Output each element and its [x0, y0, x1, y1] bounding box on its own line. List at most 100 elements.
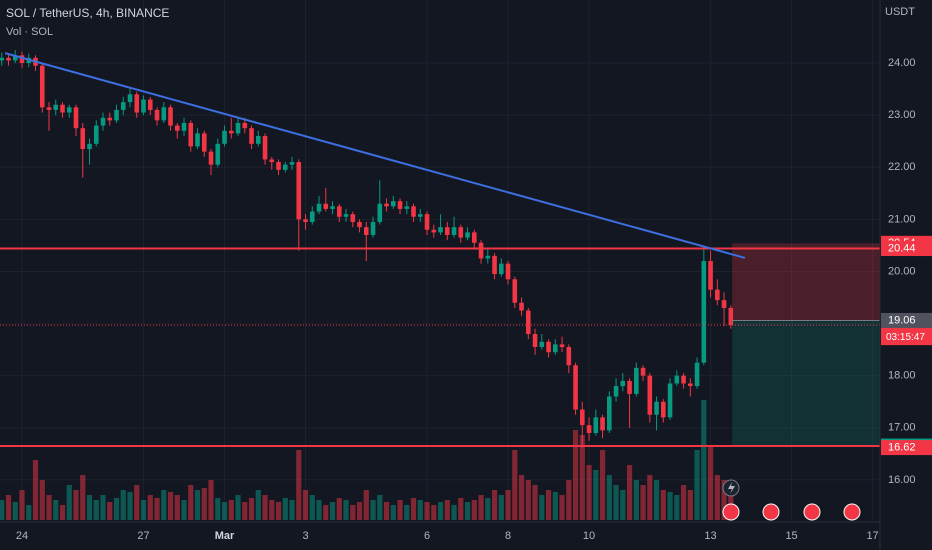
volume-bar — [491, 490, 498, 520]
volume-bar — [343, 500, 349, 520]
volume-bar — [458, 498, 464, 520]
flag-icon[interactable] — [722, 503, 740, 521]
candle-body — [525, 310, 531, 334]
volume-bar — [478, 495, 484, 520]
candle-body — [330, 206, 335, 209]
volume-bar — [512, 450, 518, 520]
candle-body — [289, 162, 295, 165]
candle-body — [451, 227, 457, 235]
volume-bar — [350, 505, 356, 520]
volume-bar — [154, 498, 160, 520]
volume-bar — [397, 500, 403, 520]
candle-body — [661, 401, 666, 418]
x-tick-label: 13 — [704, 530, 716, 542]
volume-bar — [633, 480, 639, 520]
volume-bar — [93, 500, 99, 520]
candle-body — [580, 409, 585, 426]
x-tick-label: 8 — [505, 530, 511, 542]
candle-body — [181, 122, 187, 131]
volume-bar — [701, 400, 707, 520]
volume-bar — [485, 498, 491, 520]
candle-body — [694, 362, 700, 387]
volume-bar — [147, 495, 153, 520]
flag-icon[interactable] — [762, 503, 780, 521]
volume-bar — [626, 465, 633, 520]
candle-body — [242, 122, 248, 129]
volume-bar — [329, 502, 336, 520]
volume-bar — [613, 485, 619, 520]
volume-bar — [53, 500, 59, 520]
candle-body — [296, 162, 302, 220]
volume-bar — [377, 495, 383, 520]
candle-body — [431, 229, 437, 233]
candle-body — [681, 375, 686, 384]
candle-body — [573, 365, 578, 410]
candle-body — [350, 214, 356, 222]
volume-bar — [140, 500, 147, 520]
candle-body — [498, 263, 504, 275]
volume-bar — [80, 475, 86, 520]
candle-body — [228, 130, 234, 134]
volume-bar — [606, 475, 612, 520]
y-tick-label: 24.00 — [888, 57, 916, 69]
volume-bar — [687, 490, 693, 520]
candle-body — [444, 227, 450, 235]
volume-bar — [134, 485, 140, 520]
volume-bar — [127, 492, 133, 520]
volume-bar — [593, 470, 599, 520]
volume-bar — [0, 500, 5, 520]
candle-body — [66, 107, 72, 113]
y-tick-label: 17.00 — [888, 422, 916, 434]
candle-body — [323, 203, 329, 209]
volume-bar — [660, 490, 666, 520]
candle-body — [654, 401, 659, 415]
candle-body — [688, 383, 693, 387]
candle-body — [478, 242, 484, 259]
x-tick-label: 10 — [583, 530, 595, 542]
volume-bar — [451, 505, 457, 520]
candle-body — [161, 107, 167, 121]
flag-icon[interactable] — [803, 503, 821, 521]
volume-bar — [721, 480, 727, 520]
candle-body — [12, 55, 18, 61]
target-zone — [732, 320, 880, 447]
y-tick-label: 23.00 — [888, 109, 916, 121]
candle-body — [384, 203, 389, 207]
axes: 16.0017.0018.0019.0020.0021.0022.0023.00… — [16, 57, 932, 542]
volume-bar — [235, 495, 241, 520]
volume-bar — [559, 495, 565, 520]
x-tick-label: 17 — [866, 530, 878, 542]
volume-bar — [707, 445, 714, 520]
volume-bar — [539, 495, 545, 520]
candle-body — [269, 159, 275, 163]
price-badge — [881, 241, 932, 257]
volume-bar — [32, 460, 39, 520]
volume-bar — [431, 505, 437, 520]
volume-bar — [390, 505, 396, 520]
flag-icon[interactable] — [843, 503, 861, 521]
candle-body — [100, 117, 106, 126]
candle-body — [539, 341, 545, 348]
candle-body — [222, 130, 227, 144]
candle-body — [728, 307, 734, 326]
volume-bar — [100, 495, 106, 520]
candle-body — [532, 333, 538, 348]
volume-bar — [410, 498, 417, 520]
volume-bar — [19, 490, 25, 520]
y-tick-label: 18.00 — [888, 370, 916, 382]
candle-body — [546, 341, 551, 353]
volume-bar — [302, 490, 309, 520]
candle-body — [114, 109, 119, 121]
currency: USDT — [885, 6, 915, 18]
volume-bar — [552, 492, 558, 520]
candle-body — [93, 125, 99, 144]
volume-bar — [181, 500, 187, 520]
candle-body — [607, 396, 612, 431]
candle-body — [593, 417, 599, 433]
volume-bar — [289, 500, 295, 520]
candle-body — [303, 219, 308, 222]
candle-body — [154, 109, 160, 121]
volume-bar — [599, 450, 606, 520]
candle-body — [215, 143, 221, 165]
